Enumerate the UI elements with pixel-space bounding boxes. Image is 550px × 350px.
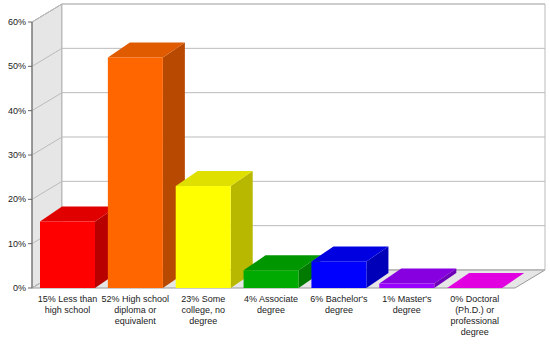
bar-top	[379, 269, 456, 284]
bars	[40, 42, 524, 288]
category-label: 15% Less than high school	[31, 294, 105, 316]
tick-mark	[28, 66, 32, 67]
category-label: 0% Doctoral (Ph.D.) or professional degr…	[438, 294, 512, 338]
category-label: 23% Some college, no degree	[166, 294, 240, 327]
category-label: 6% Bachelor's degree	[302, 294, 376, 316]
category-label: 4% Associate degree	[234, 294, 308, 316]
bar-front	[40, 222, 95, 289]
bar-top	[311, 246, 388, 261]
bar-top	[176, 171, 253, 186]
y-axis	[32, 22, 33, 288]
tick-mark	[28, 288, 32, 289]
tick-label: 60%	[8, 17, 26, 27]
grid-line	[32, 48, 62, 66]
bar	[40, 207, 117, 289]
tick-label: 0%	[13, 283, 26, 293]
bar	[311, 246, 388, 288]
bar-front	[311, 261, 366, 288]
page: {"chart_data": {"type": "bar", "categori…	[0, 0, 550, 350]
bar	[108, 42, 185, 288]
bar-top	[40, 207, 117, 222]
tick-mark	[28, 22, 32, 23]
bar-front	[379, 284, 434, 288]
bar-top	[447, 273, 524, 288]
grid-line	[32, 181, 62, 199]
tick-label: 20%	[8, 194, 26, 204]
bar	[176, 171, 253, 288]
tick-mark	[28, 199, 32, 200]
grid-line	[32, 4, 62, 22]
bar-top	[244, 255, 321, 270]
bar	[244, 255, 321, 288]
tick-label: 50%	[8, 61, 26, 71]
bar-front	[447, 288, 502, 289]
tick-mark	[28, 155, 32, 156]
bar-front	[176, 186, 231, 288]
bar-front	[108, 57, 163, 288]
category-label: 52% High school diploma or equivalent	[98, 294, 172, 327]
grid-line	[62, 4, 545, 5]
bar	[379, 269, 456, 288]
category-label: 1% Master's degree	[370, 294, 444, 316]
tick-mark	[28, 243, 32, 244]
grid-line	[32, 93, 62, 111]
bar-front	[244, 270, 299, 288]
bar	[447, 273, 524, 288]
tick-mark	[28, 110, 32, 111]
bar-top	[108, 42, 185, 57]
tick-label: 40%	[8, 106, 26, 116]
tick-label: 10%	[8, 239, 26, 249]
grid-line	[32, 137, 62, 155]
tick-label: 30%	[8, 150, 26, 160]
